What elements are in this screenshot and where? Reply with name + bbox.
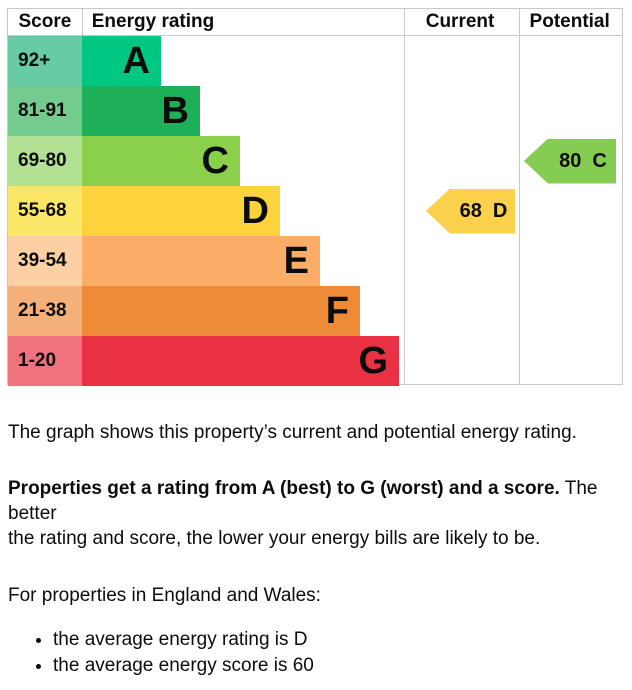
column-header-potential: Potential (529, 11, 610, 32)
epc-rating-chart: Score Energy rating Current Potential 92… (7, 8, 623, 386)
band-letter: B (161, 89, 189, 132)
band-letter: G (358, 339, 388, 382)
band-letter: D (241, 189, 269, 232)
potential-score: 80 (559, 149, 582, 172)
band-score-range: 81-91 (8, 86, 82, 136)
band-row-b: 81-91 B (8, 86, 622, 136)
potential-band-letter: C (592, 149, 607, 172)
rating-explanation-line2: the rating and score, the lower your ene… (8, 528, 541, 549)
column-header-current: Current (425, 11, 495, 32)
band-bar-b: B (82, 86, 200, 136)
band-score-range: 39-54 (8, 236, 82, 286)
score-rating-divider (82, 9, 83, 36)
band-bar-e: E (82, 236, 320, 286)
band-score-range: 55-68 (8, 186, 82, 236)
column-header-energy-rating: Energy rating (91, 11, 215, 32)
list-item: the average energy rating is D (53, 627, 620, 652)
band-row-e: 39-54 E (8, 236, 622, 286)
band-row-f: 21-38 F (8, 286, 622, 336)
list-item: the average energy score is 60 (53, 653, 620, 678)
current-column-divider (404, 9, 405, 384)
band-score-range: 69-80 (8, 136, 82, 186)
band-bar-d: D (82, 186, 280, 236)
band-score-range: 1-20 (8, 336, 82, 386)
band-letter: C (201, 139, 229, 182)
graph-description: The graph shows this property’s current … (8, 422, 577, 443)
rating-explanation-bold: Properties get a rating from A (best) to… (8, 478, 560, 499)
band-rows-container: 92+ A 81-91 B 69-80 C 55-68 D 39-54 E 21-38 F 1-20 G (8, 36, 622, 386)
band-letter: F (325, 289, 349, 332)
column-header-score: Score (18, 11, 72, 32)
potential-column-divider (519, 9, 520, 384)
rating-explanation: Properties get a rating from A (best) to… (8, 476, 620, 551)
band-row-d: 55-68 D (8, 186, 622, 236)
regions-heading: For properties in England and Wales: (8, 585, 321, 606)
band-bar-f: F (82, 286, 360, 336)
band-letter: A (122, 39, 150, 82)
description-section: The graph shows this property’s current … (8, 421, 620, 678)
band-bar-c: C (82, 136, 240, 186)
band-score-range: 92+ (8, 36, 82, 86)
band-bar-a: A (82, 36, 161, 86)
band-row-a: 92+ A (8, 36, 622, 86)
current-band-letter: D (492, 199, 508, 222)
band-row-c: 69-80 C (8, 136, 622, 186)
band-row-g: 1-20 G (8, 336, 622, 386)
average-rating-list: the average energy rating is D the avera… (8, 627, 620, 678)
band-bar-g: G (82, 336, 399, 386)
chart-header-row: Score Energy rating Current Potential (8, 9, 622, 36)
band-score-range: 21-38 (8, 286, 82, 336)
band-letter: E (283, 239, 309, 282)
current-score: 68 (459, 199, 482, 222)
rating-explanation-rest: The better (8, 478, 598, 524)
